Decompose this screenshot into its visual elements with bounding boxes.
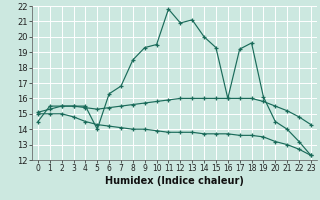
- X-axis label: Humidex (Indice chaleur): Humidex (Indice chaleur): [105, 176, 244, 186]
